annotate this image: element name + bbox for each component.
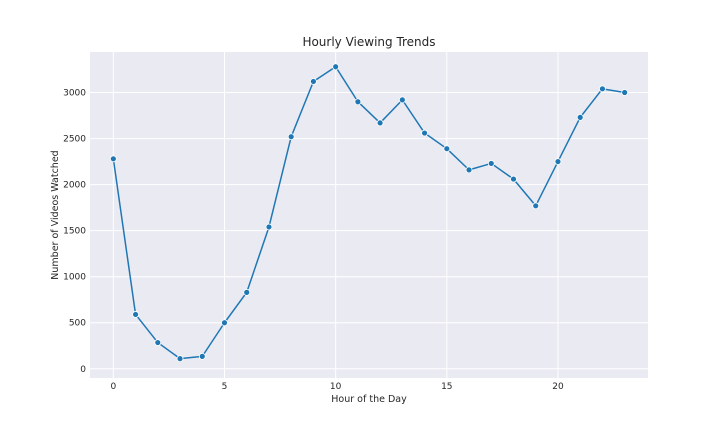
data-point xyxy=(621,89,629,96)
data-point xyxy=(443,145,451,153)
data-point xyxy=(421,129,428,137)
data-point xyxy=(599,85,606,93)
y-axis-label: Number of Videos Watched xyxy=(50,150,61,279)
y-tick-label: 1000 xyxy=(63,273,86,283)
x-tick-label: 10 xyxy=(330,382,342,392)
grid xyxy=(90,52,648,378)
data-point xyxy=(109,155,117,163)
y-tick-label: 0 xyxy=(80,365,86,375)
y-tick-label: 1500 xyxy=(63,227,86,237)
data-point xyxy=(221,319,228,327)
data-point xyxy=(243,288,251,296)
data-point xyxy=(310,78,317,85)
data-point xyxy=(265,223,273,231)
data-point xyxy=(154,339,162,346)
chart-title: Hourly Viewing Trends xyxy=(302,35,435,49)
data-point xyxy=(132,311,139,318)
x-tick-label: 20 xyxy=(552,382,564,392)
tick-labels: 0 5 10 15 20 0 500 1000 1500 2000 2500 3000 xyxy=(63,89,564,392)
series-layer xyxy=(109,63,629,363)
plot-area xyxy=(90,52,648,378)
data-point xyxy=(354,98,362,106)
data-point xyxy=(465,166,473,174)
y-tick-label: 2000 xyxy=(63,181,86,191)
x-tick-label: 15 xyxy=(441,382,452,392)
data-point xyxy=(176,355,184,363)
data-point xyxy=(510,175,517,183)
x-tick-label: 0 xyxy=(110,382,116,392)
x-tick-label: 5 xyxy=(222,382,228,392)
series-line xyxy=(112,65,625,360)
data-point xyxy=(576,113,584,121)
y-tick-label: 3000 xyxy=(63,89,86,99)
data-point xyxy=(332,63,340,71)
data-point xyxy=(398,96,406,104)
data-point xyxy=(198,352,206,360)
data-point xyxy=(287,133,295,141)
y-tick-label: 2500 xyxy=(63,135,86,145)
data-point xyxy=(532,202,540,210)
data-point xyxy=(376,119,384,127)
data-point xyxy=(487,160,495,167)
data-point xyxy=(554,158,562,165)
y-tick-label: 500 xyxy=(69,319,86,329)
x-axis-label: Hour of the Day xyxy=(331,394,407,405)
